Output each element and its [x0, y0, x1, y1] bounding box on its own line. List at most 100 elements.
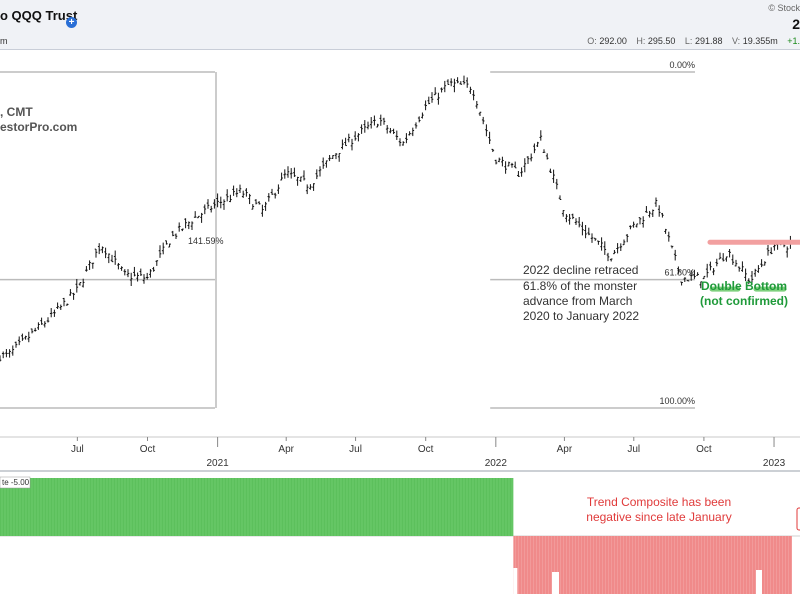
price-bar-121 [385, 125, 389, 134]
price-bar-67 [213, 199, 216, 209]
advance-percent-label: 141.59% [188, 236, 224, 246]
price-bar-154 [491, 148, 495, 153]
x-tick-label-7: Oct [696, 444, 712, 455]
price-bar-120 [382, 117, 386, 125]
add-plus-icon[interactable]: + [66, 17, 77, 28]
price-bar-186 [593, 237, 597, 241]
price-bar-96 [305, 184, 309, 195]
price-bar-163 [520, 167, 523, 177]
price-bar-210 [670, 245, 674, 249]
price-bar-106 [337, 152, 341, 162]
x-tick-label-3: Jul [349, 444, 362, 455]
price-bar-30 [94, 248, 98, 258]
trend-gap-2 [756, 570, 762, 594]
price-bar-92 [293, 167, 296, 177]
trend-composite-negative [513, 536, 792, 594]
price-bar-34 [107, 253, 111, 264]
price-bar-229 [731, 254, 735, 265]
price-bar-168 [536, 141, 539, 147]
last-price: 2 [792, 16, 800, 32]
price-bar-199 [635, 223, 639, 228]
price-bar-17 [53, 309, 56, 317]
price-bar-66 [209, 205, 213, 213]
price-bar-115 [366, 121, 370, 130]
price-bar-70 [222, 199, 226, 210]
price-bar-190 [606, 252, 610, 262]
price-bar-227 [725, 256, 728, 262]
price-bar-198 [632, 221, 635, 228]
price-bar-27 [85, 266, 88, 272]
trend-gap-0 [513, 568, 518, 594]
price-bar-93 [296, 176, 299, 186]
price-bar-29 [91, 262, 95, 269]
x-year-label-2: 2023 [763, 458, 786, 469]
price-bar-175 [558, 195, 562, 200]
price-bar-86 [273, 192, 277, 199]
price-bar-100 [318, 166, 322, 177]
price-bar-98 [312, 183, 315, 191]
price-bar-162 [517, 170, 520, 177]
indicator-legend: te -5.00 [2, 478, 30, 487]
price-bar-85 [270, 188, 274, 195]
price-bar-188 [600, 237, 603, 251]
price-bar-131 [417, 116, 421, 123]
price-bar-128 [408, 131, 411, 136]
price-bar-49 [155, 260, 159, 266]
x-tick-label-5: Apr [557, 444, 573, 455]
price-bar-64 [203, 204, 207, 215]
price-bar-185 [590, 233, 594, 243]
price-bar-167 [533, 143, 536, 154]
price-bar-84 [267, 193, 271, 202]
price-bar-220 [702, 275, 706, 280]
price-bar-231 [737, 266, 741, 272]
price-bar-89 [283, 169, 287, 179]
price-bar-2 [5, 349, 8, 358]
price-bar-60 [190, 221, 194, 230]
fib-label-2: 100.00% [659, 396, 695, 406]
price-bar-215 [686, 280, 690, 282]
price-bar-61 [193, 211, 197, 218]
price-bar-21 [65, 303, 69, 306]
price-bar-22 [69, 289, 72, 296]
price-bar-10 [30, 328, 34, 334]
price-bar-192 [613, 249, 616, 255]
price-bar-41 [129, 272, 133, 286]
price-bar-187 [597, 240, 600, 245]
price-bar-142 [453, 78, 456, 93]
price-bar-58 [184, 218, 187, 229]
price-bar-181 [577, 216, 581, 228]
price-bar-160 [510, 162, 514, 168]
symbol-title: o QQQ Trust [0, 8, 78, 23]
price-bar-195 [622, 239, 626, 246]
price-bar-157 [501, 156, 504, 167]
x-year-label-0: 2021 [206, 458, 229, 469]
chart-subtitle: m [0, 36, 8, 46]
price-bar-136 [433, 87, 437, 96]
price-bar-146 [465, 77, 469, 88]
price-bar-55 [174, 233, 178, 240]
copyright-text: © Stock [768, 3, 800, 13]
ohlc-readout: O: 292.00 H: 295.50 L: 291.88 V: 19.355m… [587, 36, 800, 46]
price-bar-88 [280, 172, 283, 181]
price-bar-180 [574, 218, 578, 225]
price-bar-150 [478, 111, 482, 117]
price-bar-24 [75, 278, 79, 293]
price-bar-200 [638, 217, 642, 225]
svg-text:Double Bottom: Double Bottom [701, 279, 787, 293]
price-bar-238 [760, 259, 763, 268]
price-bar-182 [581, 221, 584, 236]
price-bar-39 [123, 269, 127, 276]
price-bar-143 [456, 77, 459, 84]
price-bar-197 [629, 225, 632, 230]
trend-annotation: Trend Composite has been negative since … [586, 495, 731, 524]
price-bar-221 [705, 263, 709, 278]
price-bar-7 [21, 333, 24, 341]
fibonacci-lines [0, 71, 695, 409]
price-bar-166 [529, 153, 533, 162]
price-bar-80 [254, 199, 258, 205]
price-bar-179 [571, 213, 575, 220]
price-bar-51 [161, 242, 165, 255]
change-value: +1. [787, 36, 800, 46]
price-bar-87 [277, 184, 280, 194]
